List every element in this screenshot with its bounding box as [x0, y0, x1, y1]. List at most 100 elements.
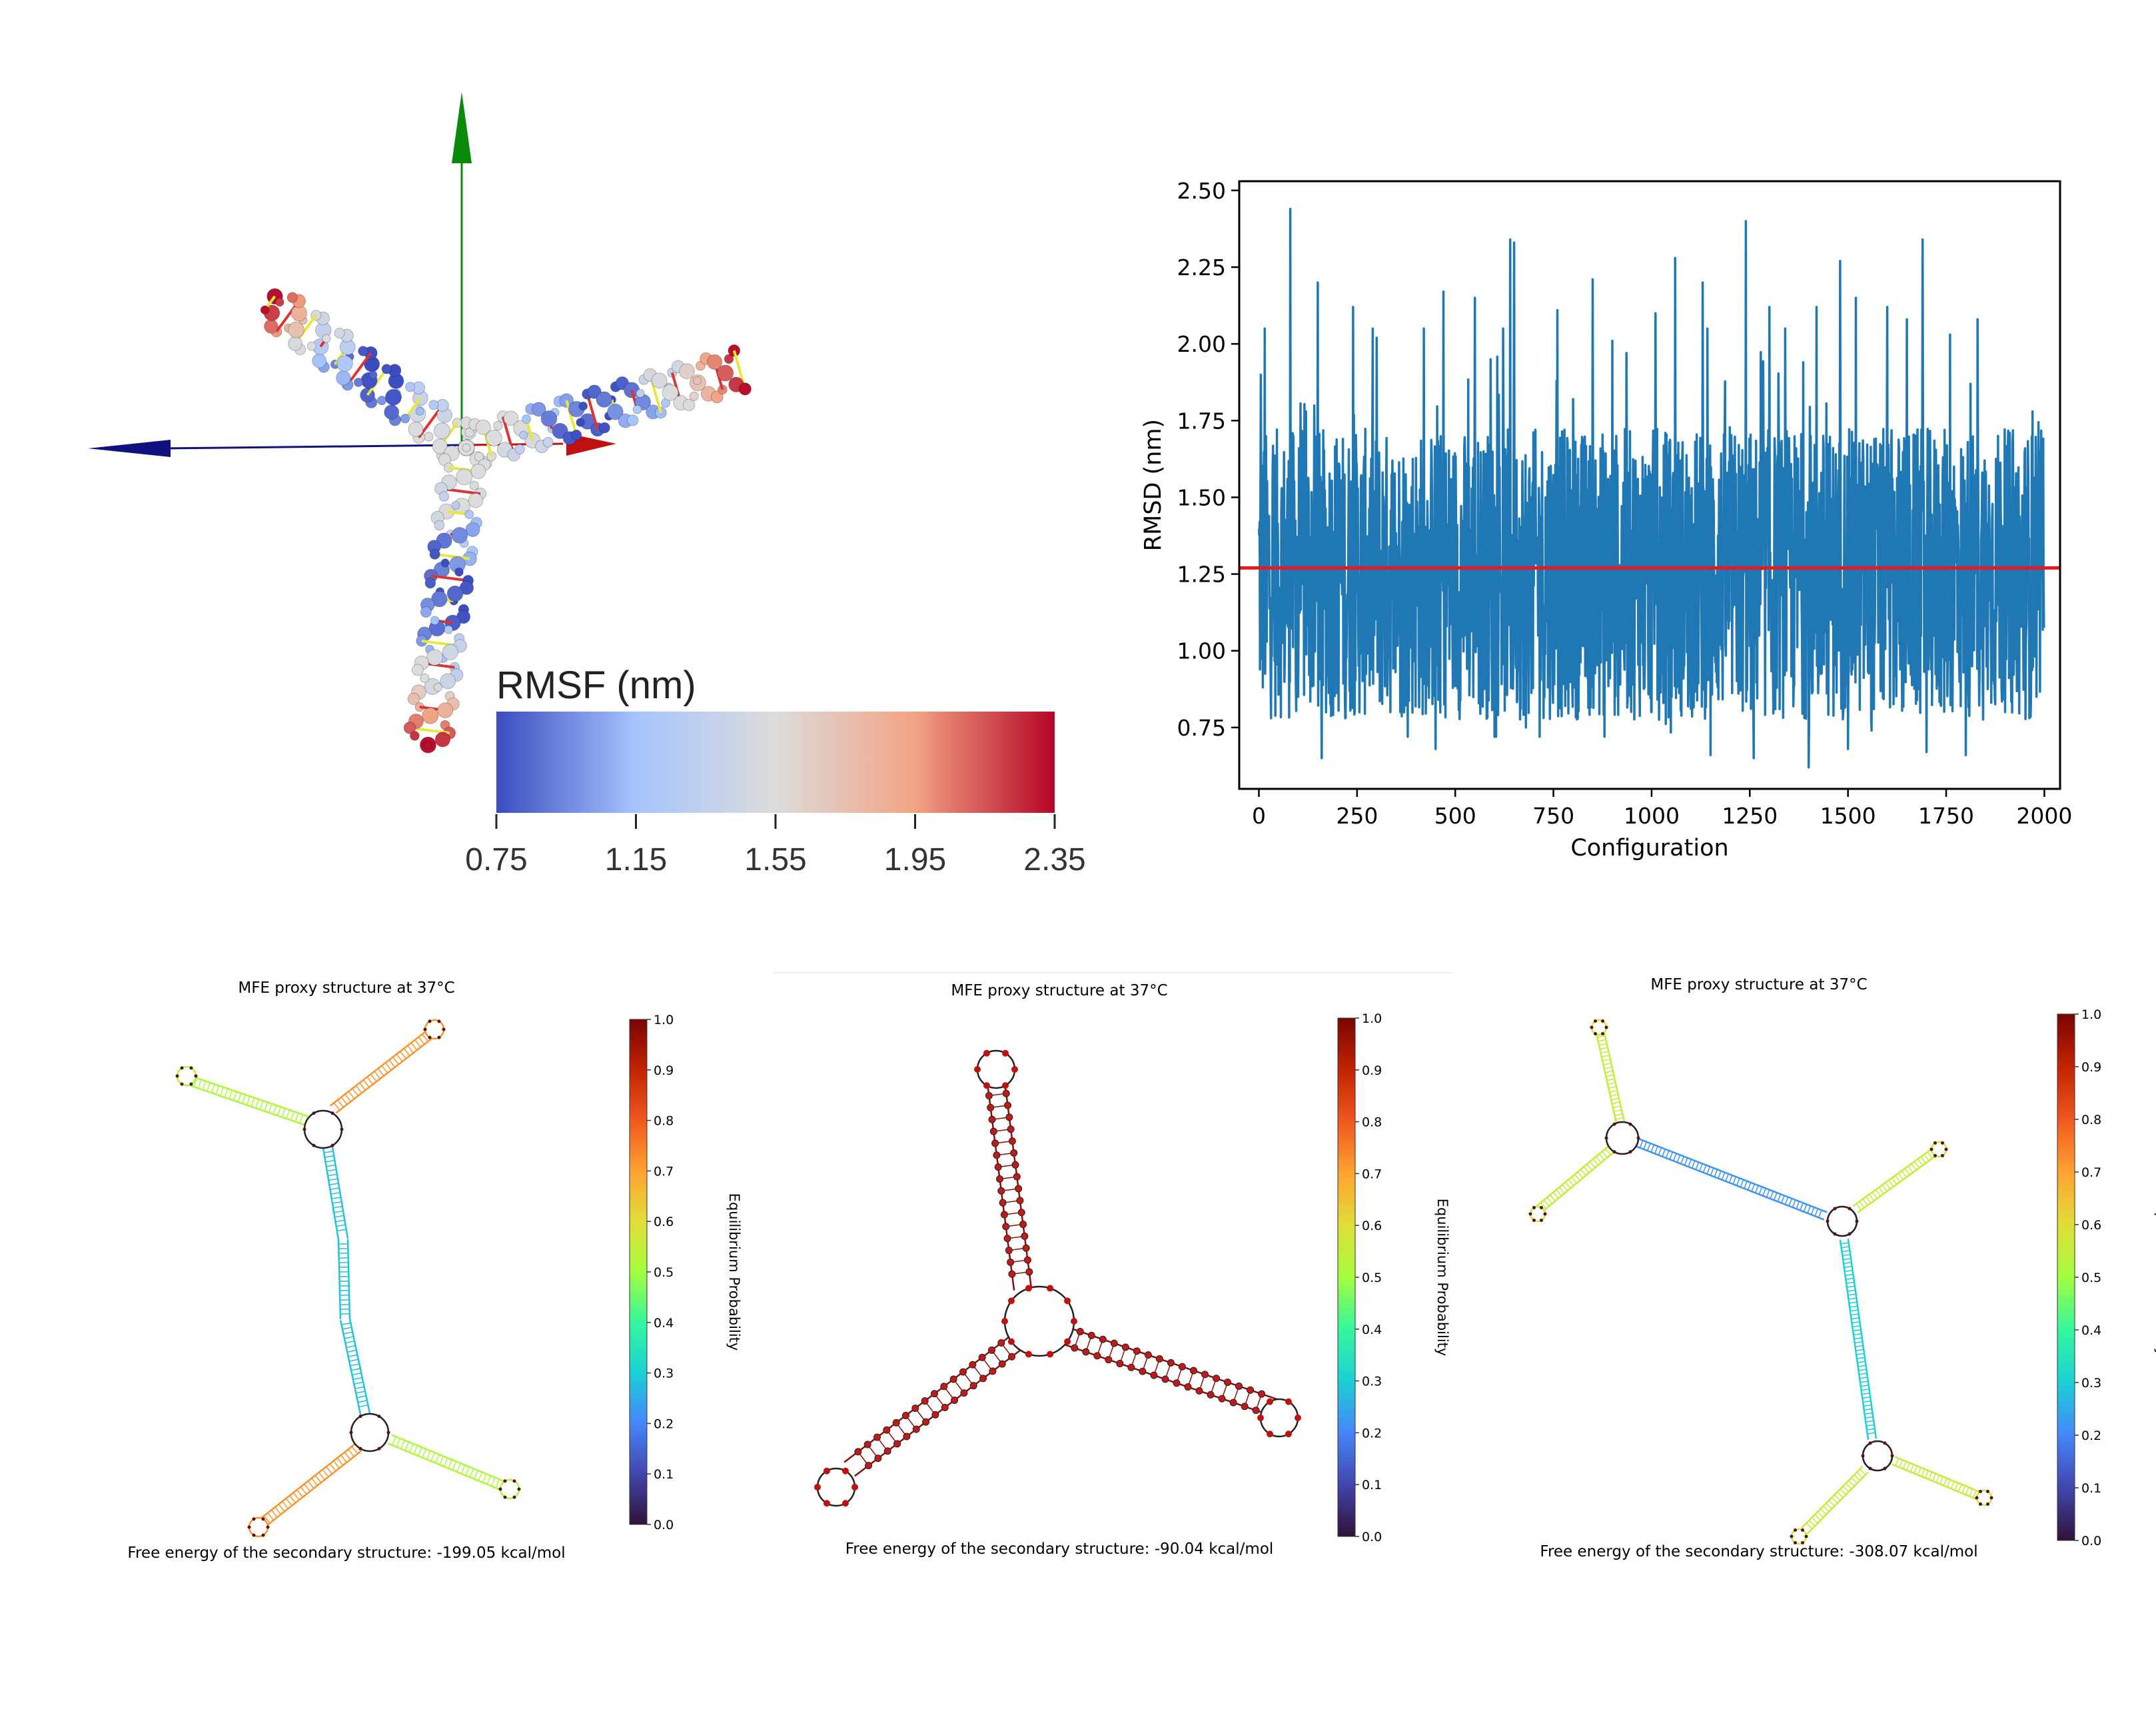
- base-pair-line: [1859, 1373, 1868, 1375]
- x-tick-label: 250: [1336, 803, 1378, 829]
- loop-nucleotide: [1989, 1496, 1993, 1500]
- nucleotide-dot: [996, 1175, 1004, 1183]
- nucleotide-bead: [474, 452, 484, 462]
- loop-nucleotide: [1883, 1441, 1887, 1445]
- mfe-title: MFE proxy structure at 37°C: [1650, 976, 1867, 993]
- base-pair-line: [1639, 1140, 1644, 1149]
- base-pair-line: [332, 1205, 342, 1209]
- base-pair-line: [439, 1456, 444, 1465]
- base-pair-line: [1850, 1305, 1858, 1308]
- nucleotide-dot: [959, 1368, 967, 1376]
- base-pair-line: [299, 1114, 304, 1124]
- nucleotide-bead: [451, 500, 460, 510]
- loop-nucleotide: [1025, 1285, 1032, 1292]
- base-pair-line: [1878, 1187, 1884, 1195]
- loop-nucleotide: [442, 1027, 446, 1031]
- base-pair-line: [491, 1477, 496, 1486]
- nucleotide-bead: [662, 384, 679, 401]
- base-pair-line: [1602, 1058, 1611, 1062]
- base-pair-line: [1540, 1202, 1547, 1209]
- nucleotide-dot: [1071, 1344, 1079, 1352]
- nucleotide-dot: [949, 1375, 957, 1383]
- nucleotide-dot: [1002, 1223, 1010, 1231]
- base-pair-line: [1725, 1173, 1730, 1182]
- base-pair-line: [1935, 1474, 1940, 1483]
- base-pair-line: [328, 1178, 338, 1181]
- colorbar-tick-label: 0.3: [1362, 1375, 1382, 1389]
- stem-strand: [346, 1239, 351, 1319]
- loop-nucleotide: [1543, 1212, 1547, 1216]
- nucleotide-dot: [1121, 1343, 1129, 1351]
- nucleotide-dot: [951, 1397, 959, 1405]
- base-pair-line: [354, 1386, 364, 1389]
- nucleotide-bead: [434, 683, 442, 692]
- loop-nucleotide: [512, 1495, 516, 1499]
- nucleotide-bead: [456, 468, 473, 486]
- base-pair-line: [1784, 1197, 1789, 1205]
- loop-nucleotide: [1295, 1415, 1301, 1421]
- nucleotide-bead: [288, 336, 302, 351]
- base-pair-line: [1891, 1177, 1897, 1185]
- nucleotide-bead: [599, 422, 610, 434]
- base-pair-line: [341, 1322, 351, 1326]
- base-pair-line: [1609, 1089, 1618, 1093]
- colorbar-label: Equilibrium Probability: [2154, 1199, 2156, 1357]
- nucleotide-dot: [1213, 1375, 1221, 1383]
- nucleotide-dot: [1127, 1363, 1135, 1371]
- base-pair-line: [410, 1042, 418, 1051]
- loop-nucleotide: [503, 1479, 507, 1483]
- nucleotide-dot: [1235, 1382, 1243, 1390]
- base-pair-line: [1862, 1199, 1868, 1206]
- loop-nucleotide: [851, 1484, 858, 1490]
- loop-nucleotide: [1833, 1232, 1837, 1236]
- rmsd-series: [1257, 207, 2045, 769]
- loop-nucleotide: [1540, 1205, 1543, 1209]
- base-pair-line: [219, 1087, 224, 1097]
- base-pair-line: [1866, 1196, 1872, 1204]
- base-pair-line: [1747, 1182, 1752, 1191]
- stem-strand: [1839, 1239, 1870, 1440]
- base-pair-line: [1853, 1333, 1862, 1336]
- nucleotide-dot: [883, 1447, 891, 1455]
- base-pair-line: [1861, 1389, 1870, 1391]
- base-pair-line: [322, 1469, 329, 1478]
- stem-strand: [387, 1442, 505, 1492]
- stem-strand: [348, 1318, 371, 1413]
- base-pair-line: [1806, 1522, 1813, 1530]
- loop-ring: [1826, 1205, 1858, 1237]
- base-pair-line: [268, 1103, 272, 1113]
- base-pair-line: [1788, 1198, 1793, 1207]
- stem-strand: [1847, 1238, 1878, 1439]
- base-pair-line: [381, 1065, 388, 1073]
- nucleotide-bead: [540, 410, 558, 427]
- loop-nucleotide: [842, 1500, 849, 1507]
- base-pair-line: [1928, 1472, 1933, 1480]
- nucleotide-dot: [979, 1375, 987, 1383]
- colorbar-tick-label: 0.1: [1362, 1478, 1382, 1492]
- base-pair-line: [336, 1224, 346, 1227]
- base-pair-line: [400, 1051, 406, 1059]
- loop-ring: [1003, 1285, 1075, 1357]
- nucleotide-dot: [1003, 1235, 1011, 1243]
- loop-ring: [1605, 1121, 1640, 1155]
- rmsf-structure-panel: RMSF (nm) 0.75 1.15 1.55 1.95 2.35: [0, 0, 1093, 893]
- nucleotide-bead: [446, 585, 464, 602]
- stem-strand: [1894, 1456, 1981, 1493]
- base-pair-line: [1662, 1149, 1666, 1157]
- colorbar-tick-label: 0.5: [654, 1265, 674, 1280]
- base-pair-line: [1841, 1246, 1850, 1249]
- base-pair-line: [1924, 1470, 1929, 1478]
- loop-nucleotide: [1883, 1466, 1887, 1470]
- rmsf-tick-label: 1.55: [744, 842, 806, 877]
- base-pair-line: [343, 1331, 353, 1335]
- base-pair-line: [1899, 1459, 1903, 1468]
- base-pair-line: [1858, 1369, 1867, 1371]
- loop-nucleotide: [983, 1049, 990, 1057]
- nucleotide-dot: [1155, 1355, 1163, 1363]
- nucleotide-dot: [940, 1383, 948, 1391]
- loop-nucleotide: [330, 1111, 334, 1115]
- loop-nucleotide: [1540, 1219, 1543, 1223]
- base-pair-line: [1574, 1174, 1580, 1181]
- nucleotide-dot: [969, 1361, 977, 1369]
- loop-nucleotide: [252, 1517, 256, 1521]
